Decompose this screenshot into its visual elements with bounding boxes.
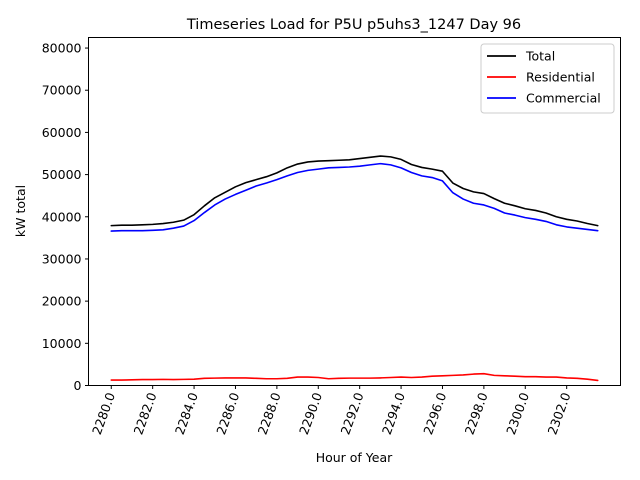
x-tick-label: 2288.0 — [255, 390, 284, 436]
y-tick-label: 80000 — [42, 41, 82, 56]
legend-label-commercial: Commercial — [526, 91, 601, 106]
x-tick-label: 2298.0 — [462, 390, 491, 436]
x-tick-label: 2296.0 — [420, 390, 449, 436]
series-line-total — [110, 155, 599, 227]
x-tick-label: 2282.0 — [130, 390, 159, 436]
x-tick-label: 2294.0 — [379, 390, 408, 436]
y-tick-label: 10000 — [42, 336, 82, 351]
x-tick-label: 2290.0 — [296, 390, 325, 436]
legend: Total Residential Commercial — [480, 43, 615, 114]
legend-label-total: Total — [525, 49, 555, 64]
x-axis-label: Hour of Year — [316, 450, 393, 465]
y-tick-label: 30000 — [42, 251, 82, 266]
y-tick-label: 20000 — [42, 294, 82, 309]
x-tick-label: 2284.0 — [172, 390, 201, 436]
y-tick-label: 0 — [74, 378, 82, 393]
series-layer — [110, 155, 599, 382]
y-axis-label: kW total — [13, 185, 28, 237]
y-axis: 0 10000 20000 30000 40000 50000 60000 70000 8000… — [42, 41, 89, 393]
y-tick-label: 70000 — [42, 83, 82, 98]
series-line-residential — [110, 372, 599, 382]
y-tick-label: 50000 — [42, 167, 82, 182]
y-tick-label: 60000 — [42, 125, 82, 140]
x-axis: 2280.0 2282.0 2284.0 2286.0 2288.0 2290.0 2292… — [89, 385, 574, 437]
plot-frame — [88, 37, 621, 386]
x-tick-label: 2286.0 — [213, 390, 242, 436]
y-tick-label: 40000 — [42, 209, 82, 224]
chart-title: Timeseries Load for P5U p5uhs3_1247 Day … — [186, 17, 521, 33]
x-tick-label: 2300.0 — [503, 390, 532, 436]
legend-box — [480, 43, 615, 114]
series-line-commercial — [110, 162, 599, 232]
x-tick-label: 2280.0 — [89, 390, 118, 436]
legend-label-residential: Residential — [526, 70, 595, 85]
x-tick-label: 2292.0 — [337, 390, 366, 436]
x-tick-label: 2302.0 — [544, 390, 573, 436]
